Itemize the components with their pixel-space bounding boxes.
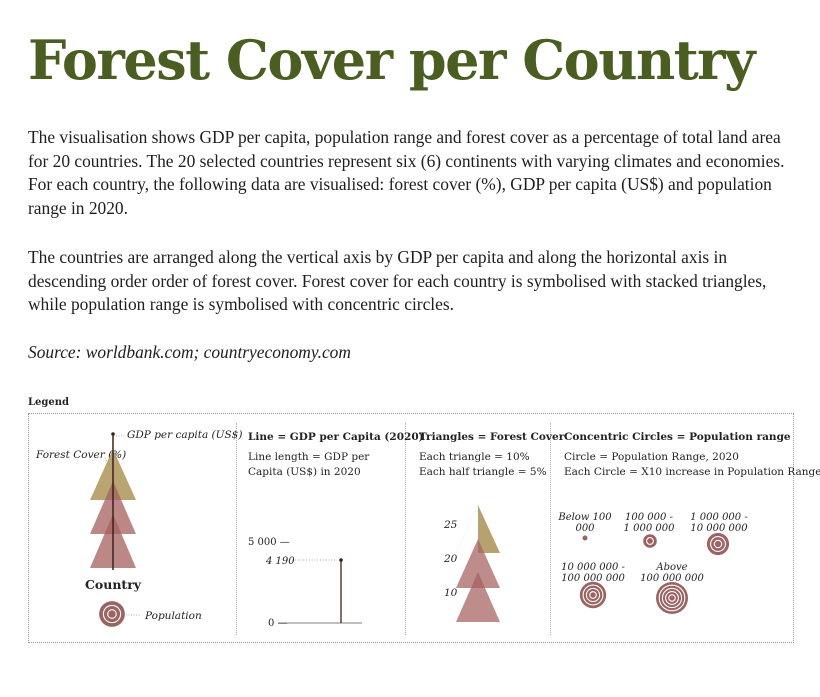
triangles-legend-description: Each half triangle = 5% [419, 466, 547, 478]
population-ring [589, 591, 597, 599]
population-label: Population [145, 610, 202, 622]
forest-tick-25: 25 [444, 519, 458, 531]
legend-divider [405, 423, 406, 635]
gdp-per-capita-label: GDP per capita (US$) [127, 429, 243, 441]
population-ring [668, 594, 676, 602]
population-ring [658, 584, 686, 612]
legend-title: Legend [28, 397, 70, 408]
population-range-label: Above 100 000 000 [640, 562, 704, 584]
gdp-example-end [339, 558, 343, 562]
population-ring [585, 587, 601, 603]
forest-cover-triangle [456, 539, 500, 588]
population-ring [646, 537, 654, 545]
legend-divider [550, 423, 551, 635]
population-circle [643, 534, 657, 548]
population-circle [582, 535, 588, 541]
line-legend-description: Capita (US$) in 2020 [248, 466, 361, 478]
gdp-line-end [111, 432, 115, 436]
population-range-label: Below 100 000 [558, 512, 612, 534]
legend-marks [90, 432, 730, 627]
population-ring [665, 591, 679, 605]
population-range-label: 10 000 000 -100 000 000 [561, 562, 625, 584]
legend-divider [236, 423, 237, 635]
population-range-label: 1 000 000 -10 000 000 [690, 512, 748, 534]
circles-legend-description: Each Circle = X10 increase in Population… [564, 466, 820, 478]
population-ring [661, 587, 683, 609]
intro-paragraph-1: The visualisation shows GDP per capita, … [28, 127, 785, 218]
population-ring [582, 584, 604, 606]
line-legend-heading: Line = GDP per Capita (2020) [248, 431, 424, 443]
forest-tick-10: 10 [444, 587, 458, 599]
circles-legend-description: Circle = Population Range, 2020 [564, 451, 739, 463]
gdp-tick-zero: 0 — [268, 618, 288, 629]
population-ring [710, 536, 726, 552]
line-legend-description: Line length = GDP per [248, 451, 370, 463]
population-circle [656, 582, 688, 614]
population-circle [579, 581, 607, 609]
legend-box [28, 413, 794, 643]
population-ring [713, 539, 723, 549]
page-title: Forest Cover per Country [28, 28, 756, 92]
triangles-legend-heading: Triangles = Forest Cover [419, 431, 565, 443]
population-ring [102, 604, 122, 624]
triangles-legend-description: Each triangle = 10% [419, 451, 530, 463]
gdp-value-label: 4 190 [266, 556, 295, 567]
gdp-tick-5000: 5 000 — [248, 537, 290, 548]
source-citation: Source: worldbank.com; countryeconomy.co… [28, 342, 351, 362]
forest-half-mask [456, 505, 478, 553]
population-range-label: 100 000 -1 000 000 [623, 512, 675, 534]
intro-paragraph-2: The countries are arranged along the ver… [28, 247, 767, 314]
country-label: Country [84, 577, 142, 592]
population-ring [107, 609, 117, 619]
forest-cover-label: Forest Cover (%) [36, 449, 127, 461]
forest-cover-triangle [456, 572, 500, 622]
forest-tick-20: 20 [444, 553, 458, 565]
circles-legend-heading: Concentric Circles = Population range [564, 431, 791, 443]
